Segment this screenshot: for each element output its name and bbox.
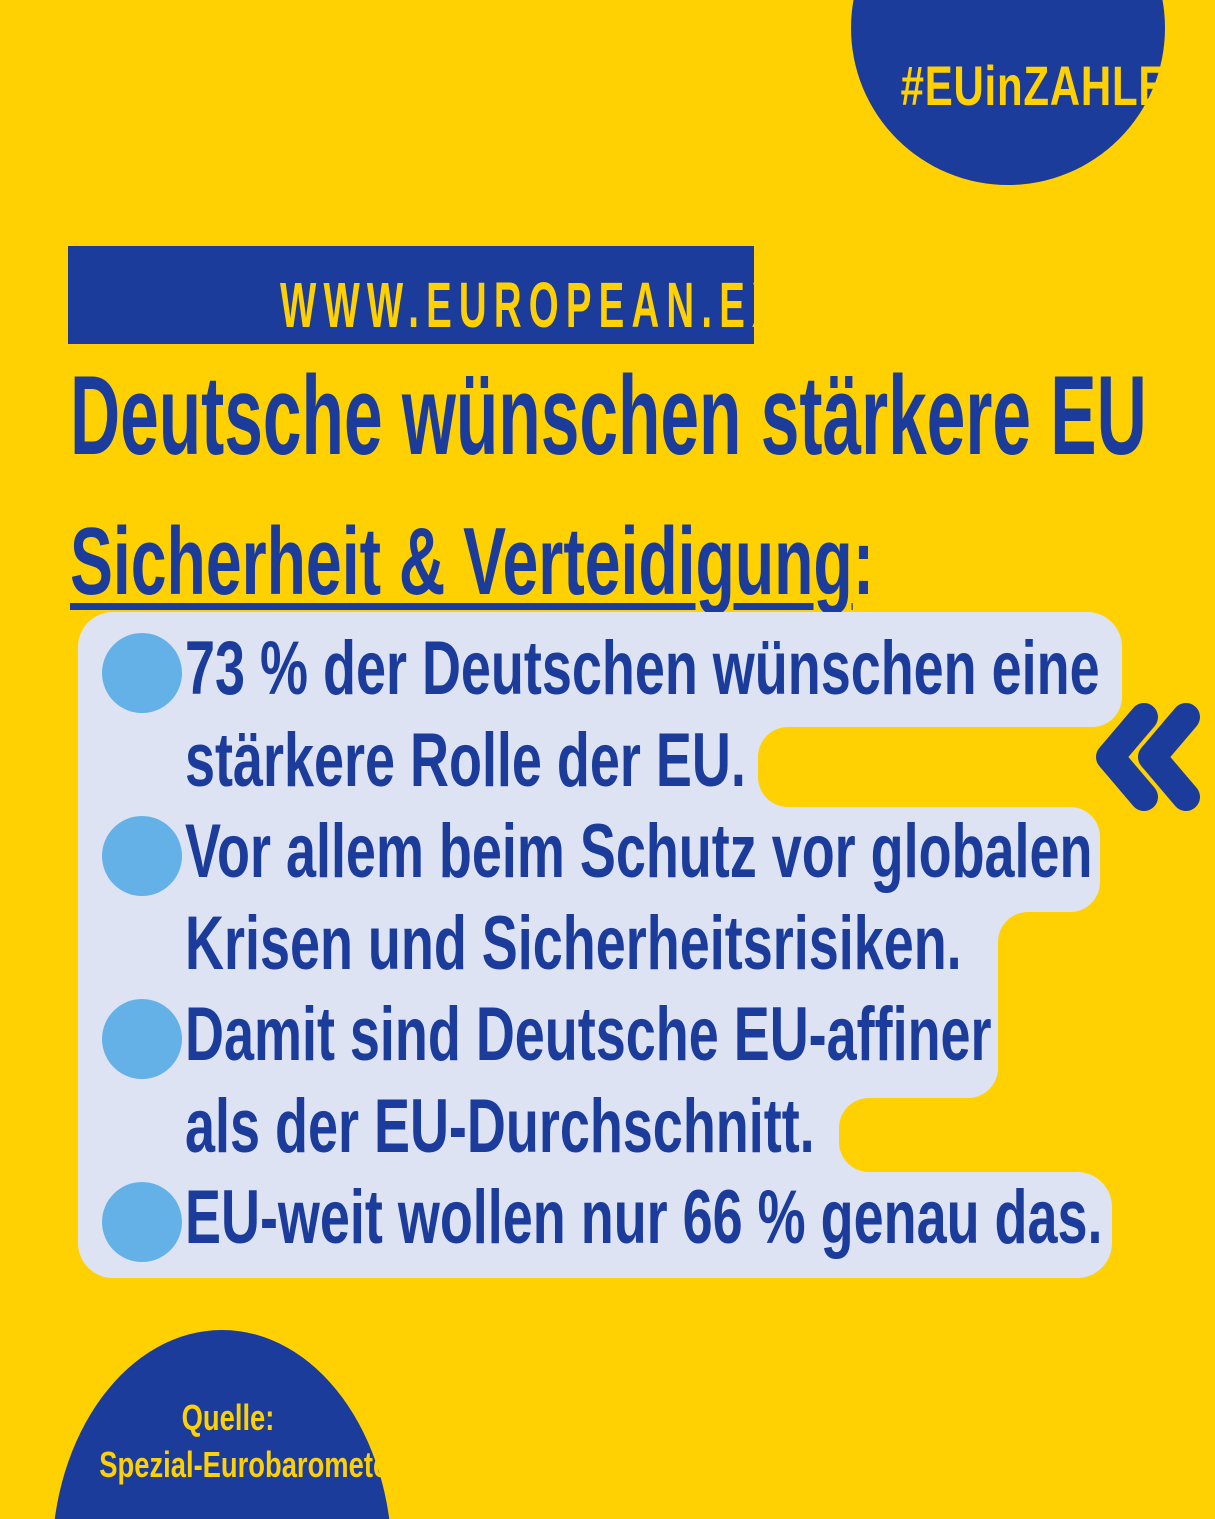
bullet-text: 73 % der Deutschen wünschen eine — [185, 626, 1100, 711]
source-text-block: Quelle: Spezial-Eurobarometer — [52, 1394, 404, 1488]
bullet-dot-icon — [102, 633, 182, 713]
bullet-dot-icon — [102, 999, 182, 1079]
bullet-line: Damit sind Deutsche EU-affiner — [185, 989, 1195, 1081]
bullet-text: stärkere Rolle der EU. — [185, 717, 746, 803]
website-url-label: WWW.EUROPEAN.EXPERT — [280, 269, 917, 341]
website-banner — [68, 246, 754, 344]
source-name-line: Spezial-Eurobarometer — [52, 1441, 404, 1488]
bullet-line: 73 % der Deutschen wünschen eine — [185, 623, 1195, 715]
source-name: Spezial-Eurobarometer — [99, 1444, 399, 1485]
double-chevron-left-icon — [1096, 703, 1200, 811]
page-title-text: Deutsche wünschen stärkere EU — [70, 353, 1147, 478]
section-title: Sicherheit & Verteidigung: — [70, 514, 1215, 610]
source-label-line: Quelle: — [52, 1394, 404, 1441]
bullet-dot-icon — [102, 816, 182, 896]
page-title: Deutsche wünschen stärkere EU — [70, 360, 1215, 472]
bullet-list: 73 % der Deutschen wünschen eine stärker… — [185, 623, 1195, 1264]
bullet-line: Krisen und Sicherheitsrisiken. — [185, 898, 1195, 990]
website-url-wrap: WWW.EUROPEAN.EXPERT — [68, 268, 909, 342]
bullet-text: Krisen und Sicherheitsrisiken. — [185, 900, 962, 986]
bullet-line: stärkere Rolle der EU. — [185, 715, 1195, 807]
section-title-colon: : — [852, 508, 875, 615]
source-label: Quelle: — [181, 1397, 275, 1438]
hashtag-label: #EUinZAHLEN — [900, 54, 1199, 117]
bullet-line: Vor allem beim Schutz vor globalen — [185, 806, 1195, 898]
bullet-text: Vor allem beim Schutz vor globalen — [185, 809, 1093, 894]
bullet-text: als der EU-Durchschnitt. — [185, 1083, 815, 1169]
section-title-underlined: Sicherheit & Verteidigung — [70, 508, 853, 615]
section-title-text: Sicherheit & Verteidigung: — [70, 514, 874, 610]
bullet-line: als der EU-Durchschnitt. — [185, 1081, 1195, 1173]
bullet-text: EU-weit wollen nur 66 % genau das. — [185, 1175, 1103, 1260]
chevron-left-front — [1096, 703, 1158, 811]
chevron-left-back — [1138, 703, 1200, 811]
bullet-text: Damit sind Deutsche EU-affiner — [185, 992, 992, 1077]
hashtag-label-wrap: #EUinZAHLEN — [851, 53, 1198, 118]
bullet-line: EU-weit wollen nur 66 % genau das. — [185, 1172, 1195, 1264]
speech-bubble-shape — [78, 612, 1122, 1278]
bullet-dot-icon — [102, 1182, 182, 1262]
